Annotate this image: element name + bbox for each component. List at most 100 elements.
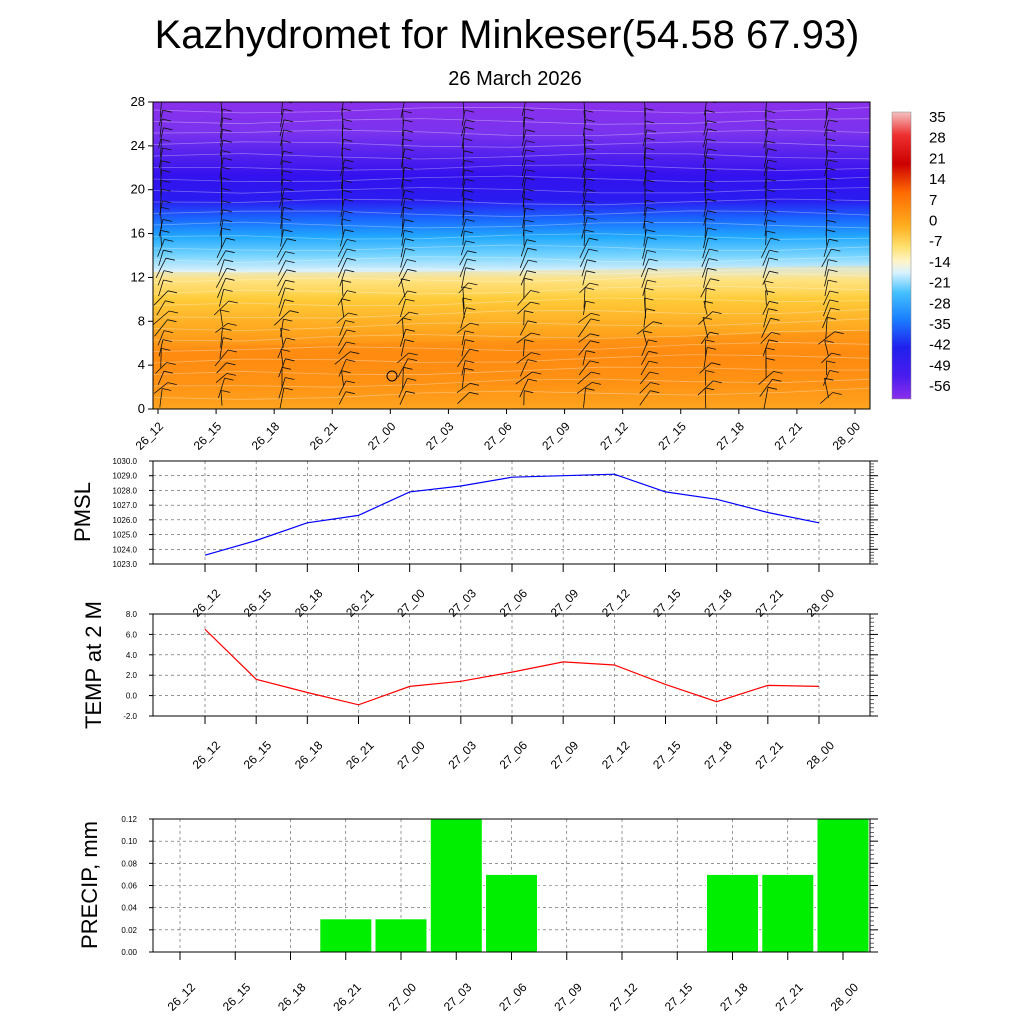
wind-barb-flag xyxy=(164,239,174,242)
y-tick-label: 0 xyxy=(138,401,145,416)
wind-barb-flag xyxy=(346,359,356,362)
wind-barb-flag xyxy=(405,248,415,251)
wind-barb-flag xyxy=(346,341,356,345)
wind-barb-flag xyxy=(587,259,597,263)
cross-section-warm-layer xyxy=(153,266,870,409)
wind-barb-flag xyxy=(282,179,292,182)
x-tick-label: 27_09 xyxy=(548,738,582,772)
wind-barb-flag xyxy=(526,239,536,243)
pmsl-axis-label: PMSL xyxy=(70,482,95,542)
wind-barb-staff xyxy=(400,298,406,318)
contour-line xyxy=(153,129,870,136)
wind-barb-staff xyxy=(280,229,284,247)
wind-barb-staff xyxy=(341,148,344,168)
wind-barb-staff xyxy=(765,230,767,246)
wind-barb-staff xyxy=(278,280,286,296)
wind-barb-flag xyxy=(160,206,170,210)
pmsl-y-axis: 1023.0 1024.0 1025.0 1026.0 1027.0 1028.0 1029… xyxy=(113,457,878,569)
wind-barb-flag xyxy=(285,358,295,362)
wind-barb-staff xyxy=(280,170,284,186)
wind-barb-flag xyxy=(645,199,656,203)
x-tick-label: 26_12 xyxy=(133,419,167,453)
wind-barb-staff xyxy=(821,248,832,268)
wind-barb-flag xyxy=(528,259,538,263)
cross-section-x-axis: 26_12 26_15 26_18 26_21 27_00 27_03 27_06 27_09… xyxy=(133,409,863,453)
wind-barb-flag xyxy=(829,290,839,294)
wind-barb-flag xyxy=(648,267,658,271)
wind-barb-staff xyxy=(642,237,648,259)
temp-series-line xyxy=(204,628,820,706)
wind-barb-flag xyxy=(652,321,663,325)
wind-barb-staff xyxy=(764,102,767,118)
colorbar-label: -42 xyxy=(929,337,951,354)
x-tick-label: 27_03 xyxy=(441,980,475,1014)
wind-barb-flag xyxy=(404,129,414,133)
wind-barb-staff xyxy=(824,159,829,177)
wind-barb-staff xyxy=(402,119,404,137)
wind-barb-staff xyxy=(461,110,466,126)
wind-barb-staff xyxy=(338,359,347,377)
wind-barb-staff xyxy=(699,362,712,374)
wind-barb-staff xyxy=(763,148,769,168)
y-tick-label: 1025.0 xyxy=(113,531,138,540)
wind-barb-staff xyxy=(763,308,769,328)
wind-barb-staff xyxy=(582,350,587,366)
wind-barb-flag xyxy=(222,108,232,112)
wind-barb-staff xyxy=(153,290,169,306)
temp-panel: -2.0 0.0 2.0 4.0 6.0 8.0 26_12 26_15 26_18 26_21… xyxy=(81,601,878,772)
wind-barb-flag xyxy=(221,150,231,153)
wind-barb-staff xyxy=(519,378,529,398)
wind-barb-flag xyxy=(403,366,413,370)
contour-line xyxy=(153,354,870,364)
wind-barb-flag xyxy=(462,297,472,301)
wind-barb-flag xyxy=(644,297,654,301)
wind-barb-staff xyxy=(758,371,774,385)
x-tick-label: 26_21 xyxy=(330,980,364,1014)
wind-barb-staff xyxy=(519,320,529,336)
wind-barb-staff xyxy=(762,301,770,315)
wind-barb-flag xyxy=(342,189,352,193)
wind-barb-staff xyxy=(825,229,828,247)
wind-barb-flag xyxy=(707,128,717,132)
wind-barb-flag xyxy=(342,180,352,183)
wind-barb-staff xyxy=(153,310,170,326)
wind-barb-flag xyxy=(706,287,716,291)
wind-barb-flag xyxy=(406,259,416,262)
x-tick-label: 27_18 xyxy=(701,738,735,772)
wind-barb-flag xyxy=(524,277,534,281)
wind-barb-staff xyxy=(640,360,650,376)
y-tick-label: 2.0 xyxy=(126,671,138,680)
contour-line xyxy=(153,387,870,400)
wind-barb-flag xyxy=(165,257,175,261)
wind-barb-flag xyxy=(826,219,837,223)
wind-barb-flag xyxy=(768,127,778,131)
wind-barb-flag xyxy=(161,139,171,142)
wind-barb-flag xyxy=(646,170,656,173)
wind-barbs xyxy=(153,102,844,409)
wind-barb-staff xyxy=(764,200,768,216)
wind-barb-flag xyxy=(345,391,355,395)
wind-barb-staff xyxy=(521,129,527,147)
wind-barb-flag xyxy=(826,190,836,193)
colorbar-label: -14 xyxy=(929,254,951,271)
wind-barb-staff xyxy=(824,108,829,128)
wind-barb-staff xyxy=(641,339,649,357)
wind-barb-flag xyxy=(591,382,601,385)
wind-barb-staff xyxy=(583,168,586,188)
contour-line xyxy=(153,341,870,352)
wind-barb-flag xyxy=(826,167,836,171)
wind-barb-staff xyxy=(220,390,223,406)
wind-barb-staff xyxy=(642,330,648,346)
wind-barb-flag xyxy=(283,150,293,154)
wind-barb-staff xyxy=(643,207,647,229)
wind-barb-flag xyxy=(523,229,533,233)
wind-barb-flag xyxy=(283,318,293,322)
x-tick-label: 27_03 xyxy=(445,586,479,620)
wind-barb-staff xyxy=(763,387,769,409)
y-tick-label: -2.0 xyxy=(123,712,137,721)
wind-barb-flag xyxy=(590,340,600,344)
wind-barb-staff xyxy=(703,347,708,369)
wind-barb-staff xyxy=(578,333,591,343)
wind-barb-staff xyxy=(401,130,405,146)
